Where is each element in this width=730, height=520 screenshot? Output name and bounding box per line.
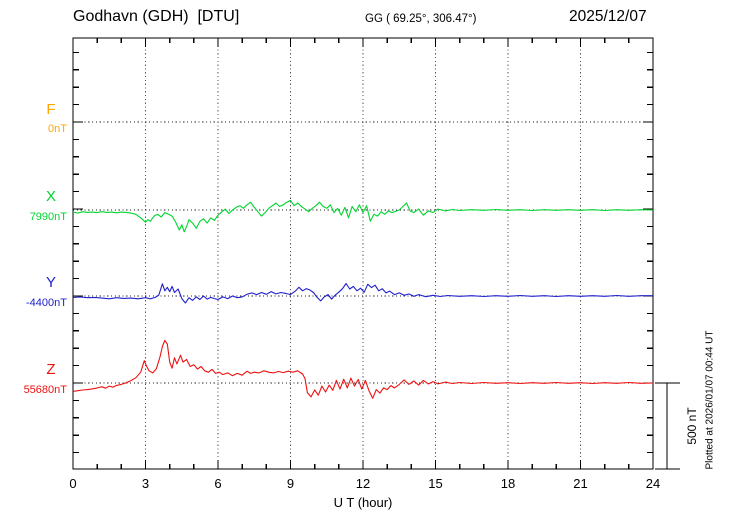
channel-z-label: Z [46, 361, 56, 378]
x-tick-12: 12 [355, 476, 371, 491]
channel-y-baseline-value: -4400nT [26, 297, 67, 309]
trace-x [72, 199, 654, 233]
plotted-at-note: Plotted at 2026/01/07 00:44 UT [704, 330, 716, 470]
x-tick-3: 3 [141, 476, 150, 491]
x-tick-24: 24 [645, 476, 661, 491]
channel-y-label: Y [45, 274, 56, 291]
channel-x-label: X [45, 188, 56, 205]
station-title: Godhavn (GDH) [DTU] [73, 8, 240, 25]
x-tick-9: 9 [286, 476, 295, 491]
channel-z-baseline-value: 55680nT [23, 384, 67, 396]
x-tick-6: 6 [214, 476, 222, 491]
channel-x-baseline-value: 7990nT [29, 211, 67, 223]
trace-z [72, 339, 654, 399]
x-tick-15: 15 [428, 476, 443, 491]
x-tick-18: 18 [500, 476, 516, 491]
trace-y [72, 282, 653, 304]
x-tick-0: 0 [69, 476, 77, 491]
channel-f-baseline-value: 0nT [48, 123, 67, 135]
geographic-coordinates: GG ( 69.25°, 306.47°) [365, 13, 477, 25]
scale-bar-label: 500 nT [685, 407, 699, 445]
channel-f-label: F [46, 101, 56, 118]
x-axis-label: U T (hour) [333, 495, 393, 510]
plot-date: 2025/12/07 [569, 8, 647, 25]
x-tick-21: 21 [573, 476, 588, 491]
